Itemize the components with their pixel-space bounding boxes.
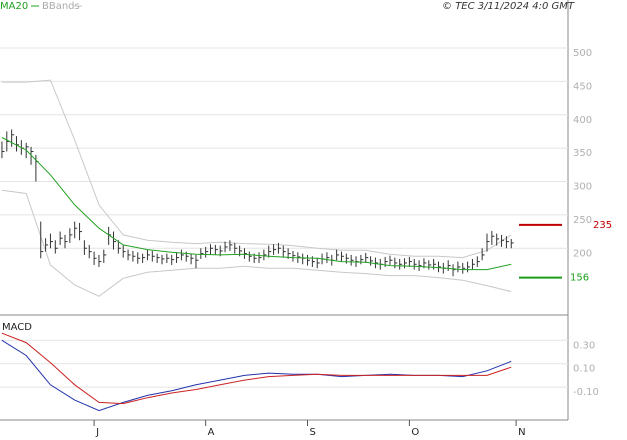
x-tick-label: J bbox=[95, 427, 99, 438]
x-tick-label: A bbox=[208, 427, 215, 438]
y-tick-label: 400 bbox=[573, 115, 592, 126]
y-tick-label: 450 bbox=[573, 81, 592, 92]
bollinger-lower bbox=[1, 189, 512, 297]
x-tick-label: N bbox=[518, 427, 525, 438]
bollinger-upper bbox=[1, 79, 512, 259]
y-tick-label: 0.10 bbox=[573, 364, 595, 375]
y-tick-label: 300 bbox=[573, 182, 592, 193]
indicator-line bbox=[1, 332, 512, 405]
moving-average bbox=[1, 137, 512, 271]
panel-title: MACD bbox=[2, 322, 32, 333]
x-tick-label: S bbox=[310, 427, 316, 438]
level-label: 156 bbox=[570, 273, 589, 284]
x-tick-label: O bbox=[411, 427, 419, 438]
y-tick-label: -0.10 bbox=[573, 387, 599, 398]
y-tick-label: 250 bbox=[573, 215, 592, 226]
y-tick-label: 500 bbox=[573, 48, 592, 59]
legend-label: BBands bbox=[42, 1, 80, 12]
level-label: 235 bbox=[593, 220, 612, 231]
y-tick-label: 200 bbox=[573, 248, 592, 259]
header: © TEC 3/11/2024 4:0 GMT bbox=[442, 1, 575, 12]
y-tick-label: 0.30 bbox=[573, 340, 595, 351]
legend-label: MA20 bbox=[0, 1, 28, 12]
y-tick-label: 350 bbox=[573, 148, 592, 159]
